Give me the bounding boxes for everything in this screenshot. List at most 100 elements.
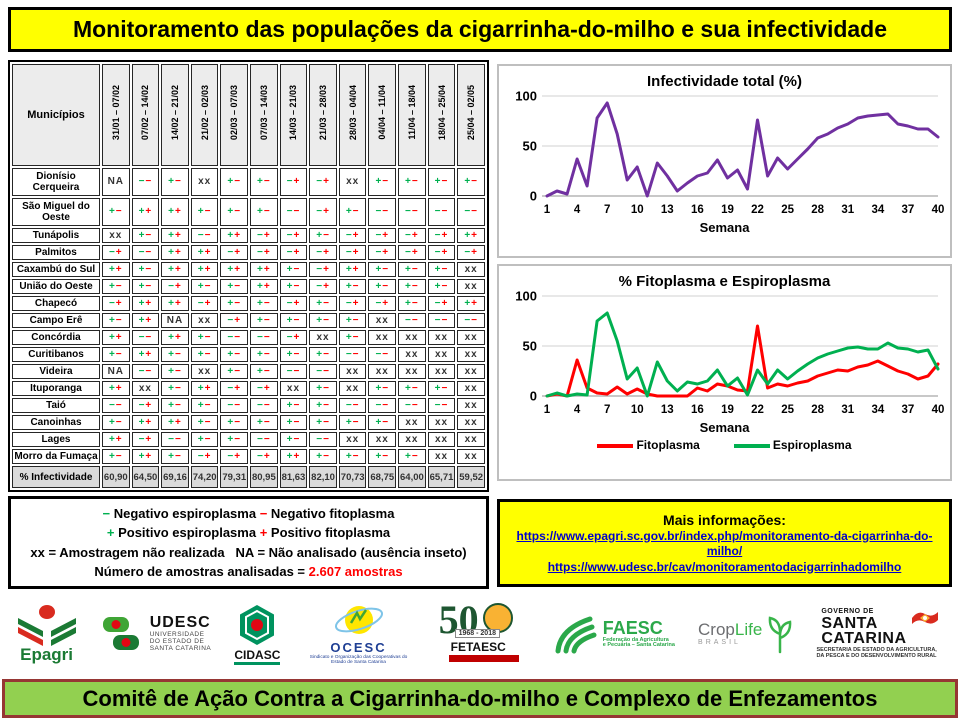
table-row: Canoinhas +− ++ ++ +− +− +− +− +− +− +− xx xx xx (12, 414, 485, 430)
epagri-link[interactable]: https://www.epagri.sc.gov.br/index.php/m… (516, 528, 933, 558)
result-cell: +− (250, 197, 278, 226)
epagri-wordmark: Epagri (20, 645, 74, 665)
result-cell: −− (279, 197, 308, 226)
samples-text: Número de amostras analisadas = (94, 564, 306, 579)
result-cell: ++ (457, 295, 485, 311)
result-cell: xx (102, 227, 130, 243)
svg-text:31: 31 (841, 404, 854, 416)
result-cell: −+ (250, 448, 278, 464)
result-cell: +− (338, 278, 367, 294)
partner-logos-strip: Epagri UDESC UNIVERSIDADE DO ESTADO DE S… (0, 592, 960, 676)
fetaesc-red-strip (448, 655, 519, 662)
result-cell: −+ (427, 227, 456, 243)
table-row: Caxambú do Sul ++ +− ++ ++ ++ ++ +− −+ ++ +− +− +− xx (12, 261, 485, 277)
result-cell: −+ (368, 295, 397, 311)
municipality-label: Caxambú do Sul (12, 261, 100, 277)
infectivity-value: 74,20 (190, 466, 219, 488)
result-cell: −− (368, 346, 397, 362)
result-cell: −− (220, 329, 249, 345)
result-cell: xx (398, 431, 426, 447)
result-cell: +− (338, 329, 367, 345)
result-cell: ++ (102, 329, 130, 345)
result-cell: +− (309, 414, 337, 430)
table-row: União do Oeste +− +− −+ +− +− ++ +− −+ +− +− +− +− xx (12, 278, 485, 294)
logo-fetaesc: 50 1968 - 2018 FETAESC (437, 599, 529, 665)
footer-title: Comitê de Ação Contra a Cigarrinha-do-mi… (82, 685, 878, 711)
result-cell: +− (190, 329, 219, 345)
result-cell: xx (279, 380, 308, 396)
result-cell: +− (309, 397, 337, 413)
result-cell: −+ (309, 168, 337, 196)
fito-espiro-chart: 0 50 100 1 4 7 10 13 16 19 22 25 28 31 34 37 40 (515, 289, 945, 417)
municipality-label: União do Oeste (12, 278, 100, 294)
legend-line-positives: + Positivo espiroplasma + Positivo fitop… (11, 523, 486, 543)
result-cell: +− (190, 431, 219, 447)
result-cell: xx (368, 312, 397, 328)
infectivity-row-label: % Infectividade (12, 466, 100, 488)
result-cell: −− (250, 431, 278, 447)
municipality-label: Ituporanga (12, 380, 100, 396)
svg-text:40: 40 (932, 404, 945, 416)
result-cell: xx (338, 380, 367, 396)
result-cell: xx (427, 448, 456, 464)
result-cell: ++ (161, 244, 189, 260)
result-cell: ++ (161, 197, 189, 226)
infectividade total-line (545, 101, 940, 198)
result-cell: −+ (338, 227, 367, 243)
result-cell: ++ (457, 227, 485, 243)
fito-espiro-chart-panel: % Fitoplasma e Espiroplasma 0 50 100 1 4 7 10 1… (497, 264, 952, 481)
croplife-life: Life (734, 620, 763, 640)
udesc-link[interactable]: https://www.udesc.br/cav/monitoramentoda… (547, 559, 902, 574)
result-cell: +− (161, 380, 189, 396)
result-cell: +− (368, 261, 397, 277)
result-cell: +− (220, 363, 249, 379)
espiroplasma-line (545, 311, 940, 398)
fetaesc-wordmark: FETAESC (450, 640, 506, 654)
infectivity-value: 64,50 (131, 466, 160, 488)
result-cell: xx (398, 414, 426, 430)
result-cell: −+ (368, 227, 397, 243)
result-cell: ++ (338, 261, 367, 277)
result-cell: +− (368, 278, 397, 294)
week-header: 25/04 – 02/05 (457, 64, 485, 166)
result-cell: xx (368, 329, 397, 345)
municipality-label: Concórdia (12, 329, 100, 345)
result-cell: +− (279, 312, 308, 328)
table-row: Curitibanos +− ++ +− +− +− +− +− +− −− −− xx xx xx (12, 346, 485, 362)
result-cell: xx (457, 261, 485, 277)
cidasc-wordmark: CIDASC (234, 649, 281, 665)
monitoring-table-panel: Municípios 31/01 – 07/02 07/02 – 14/02 14/… (8, 60, 489, 492)
espiroplasma-swatch (733, 443, 770, 448)
result-cell: −+ (220, 380, 249, 396)
result-cell: +− (190, 278, 219, 294)
result-cell: xx (338, 431, 367, 447)
title-banner: Monitoramento das populações da cigarrin… (8, 7, 952, 52)
result-cell: ++ (102, 261, 130, 277)
fetaesc-years: 1968 - 2018 (454, 629, 500, 639)
plus-green-symbol: + (106, 525, 115, 540)
croplife-plant-icon (769, 616, 792, 654)
xx-code-text: = Amostragem não realizada (48, 544, 225, 560)
infectivity-value: 68,75 (368, 466, 397, 488)
result-cell: −+ (427, 295, 456, 311)
table-row: Concórdia ++ −− ++ +− −− −− −+ xx +− xx xx xx xx (12, 329, 485, 345)
plus-red-symbol: + (259, 525, 268, 540)
result-cell: +− (131, 278, 160, 294)
result-cell: +− (398, 295, 426, 311)
result-cell: +− (309, 227, 337, 243)
result-cell: xx (131, 380, 160, 396)
result-cell: −+ (309, 261, 337, 277)
result-cell: ++ (131, 448, 160, 464)
result-cell: −+ (309, 278, 337, 294)
result-cell: +− (427, 261, 456, 277)
result-cell: +− (338, 197, 367, 226)
udesc-line3: SANTA CATARINA (149, 644, 212, 652)
result-cell: xx (457, 380, 485, 396)
municipality-label: Taió (12, 397, 100, 413)
result-cell: −− (131, 329, 160, 345)
table-row: Ituporanga ++ xx +− ++ −+ −+ xx +− xx +− +− +− xx (12, 380, 485, 396)
result-cell: +− (250, 363, 278, 379)
udesc-wordmark: UDESC (149, 614, 211, 632)
result-cell: −+ (220, 312, 249, 328)
chart2-title: % Fitoplasma e Espiroplasma (618, 273, 831, 290)
